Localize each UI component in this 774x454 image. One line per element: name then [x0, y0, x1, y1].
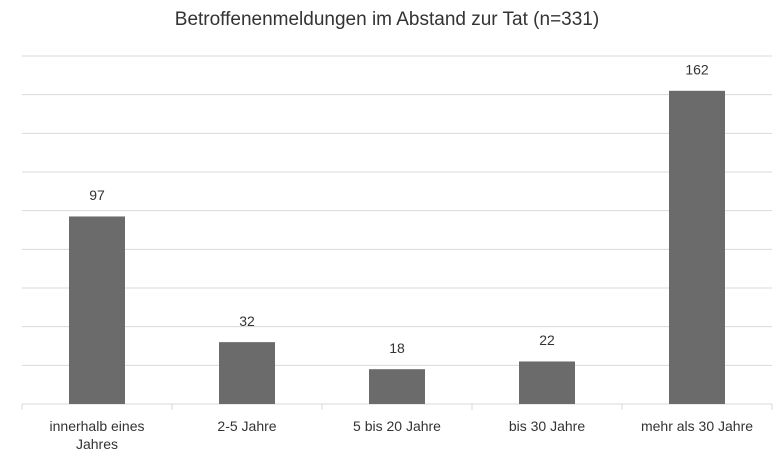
data-label: 18: [389, 340, 405, 356]
data-label: 32: [239, 313, 255, 329]
chart-title: Betroffenenmeldungen im Abstand zur Tat …: [175, 9, 599, 30]
bar: [369, 369, 425, 404]
x-tick-label: 5 bis 20 Jahre: [353, 418, 441, 434]
bar: [69, 216, 125, 404]
data-label: 162: [685, 62, 709, 78]
data-label: 97: [89, 187, 105, 203]
x-tick-label: mehr als 30 Jahre: [640, 418, 754, 434]
x-tick-label: innerhalb eines Jahres: [49, 418, 145, 452]
bar: [219, 342, 275, 404]
bar: [519, 361, 575, 404]
bar: [669, 90, 725, 405]
x-tick-label: bis 30 Jahre: [508, 418, 586, 434]
data-label: 22: [539, 332, 555, 348]
x-tick-label: 2-5 Jahre: [217, 418, 277, 434]
